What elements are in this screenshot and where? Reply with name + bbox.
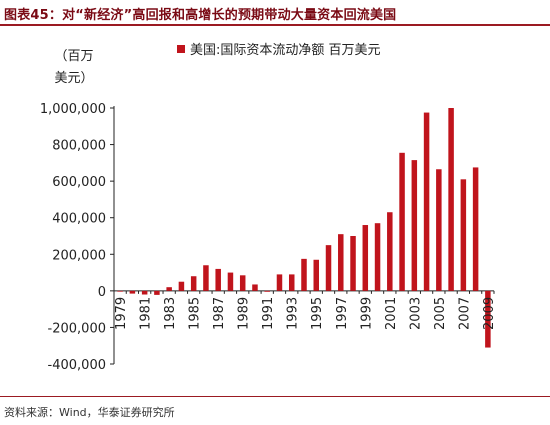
bar <box>178 281 185 291</box>
y-tick-label: 600,000 <box>52 175 106 190</box>
x-tick-label: 1993 <box>286 297 301 330</box>
bar <box>411 160 418 291</box>
bar <box>313 259 320 291</box>
y-tick-label: 400,000 <box>52 212 106 227</box>
bar <box>288 274 295 291</box>
y-axis-unit-line1: （百万 <box>54 49 94 64</box>
x-tick-label: 1983 <box>163 297 178 330</box>
bar <box>141 290 148 295</box>
bar <box>239 275 246 291</box>
bar <box>387 212 393 291</box>
x-tick-label: 2003 <box>408 297 423 330</box>
bar <box>154 290 160 295</box>
bar <box>472 167 479 291</box>
bar <box>215 268 221 291</box>
legend-swatch <box>177 45 185 53</box>
y-axis-unit-label: （百万 美元） <box>44 46 104 90</box>
bar <box>350 236 356 291</box>
x-tick-label: 1985 <box>188 297 203 330</box>
bar <box>190 276 197 291</box>
y-tick-label: 200,000 <box>52 248 106 263</box>
y-tick-label: -200,000 <box>48 321 106 336</box>
x-tick-label: 2001 <box>384 297 399 330</box>
chart-header: 图表45：对“新经济”高回报和高增长的预期带动大量资本回流美国 <box>0 0 550 26</box>
y-axis-unit-line2: 美元） <box>54 71 94 86</box>
bar <box>362 225 369 291</box>
x-tick-label: 1991 <box>261 297 276 330</box>
x-tick-label: 1999 <box>359 297 374 330</box>
x-tick-label: 2007 <box>457 297 472 330</box>
bar <box>166 287 172 291</box>
bar <box>485 290 491 348</box>
bar <box>203 265 209 291</box>
x-tick-label: 1997 <box>335 297 350 330</box>
header-divider <box>0 24 550 26</box>
bar <box>117 290 123 292</box>
y-tick-label: 1,000,000 <box>40 102 106 117</box>
x-tick-label: 1981 <box>139 297 154 330</box>
bar <box>399 152 405 291</box>
bar <box>252 284 258 291</box>
y-tick-label: 800,000 <box>52 139 106 154</box>
bar <box>325 245 332 291</box>
legend-label: 美国:国际资本流动净额 百万美元 <box>190 43 381 58</box>
chart-title: 图表45：对“新经济”高回报和高增长的预期带动大量资本回流美国 <box>4 8 397 23</box>
source-note: 资料来源：Wind，华泰证券研究所 <box>4 406 175 419</box>
x-tick-label: 1987 <box>212 297 227 330</box>
bar <box>276 274 283 291</box>
bar <box>129 290 136 294</box>
y-tick-label: -400,000 <box>48 358 106 373</box>
y-tick-label: 0 <box>98 285 106 300</box>
bar <box>460 179 467 291</box>
bar <box>448 108 454 291</box>
bar <box>374 223 381 291</box>
footer-divider <box>0 396 550 397</box>
bar <box>301 258 307 291</box>
bar <box>227 272 234 291</box>
x-tick-label: 1979 <box>114 297 129 330</box>
x-tick-label: 1989 <box>237 297 252 330</box>
x-tick-label: 2009 <box>482 297 497 330</box>
bar <box>338 234 344 291</box>
bar <box>423 112 430 291</box>
x-tick-label: 2005 <box>433 297 448 330</box>
x-tick-label: 1995 <box>310 297 325 330</box>
bar <box>264 290 270 292</box>
bar <box>436 169 442 291</box>
